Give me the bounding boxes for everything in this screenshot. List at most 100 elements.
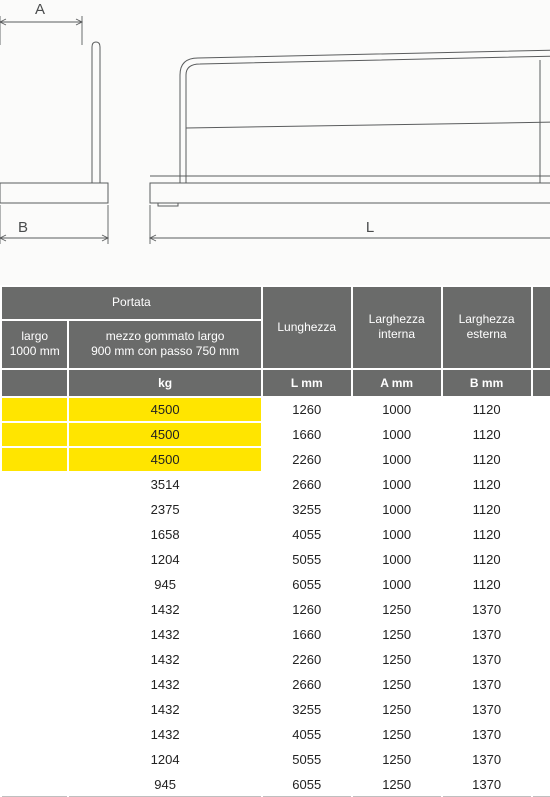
table-row: 4500166010001120100	[1, 422, 550, 447]
spec-table: Portata Lunghezza Larghezzainterna Largh…	[0, 285, 550, 797]
unit-kg: kg	[68, 369, 261, 397]
table-cell: 1432	[68, 697, 261, 722]
table-cell: 1660	[262, 422, 352, 447]
table-row: 1432405512501370340	[1, 722, 550, 747]
table-cell: 1432	[68, 622, 261, 647]
table-cell: 1370	[442, 672, 532, 697]
table-cell	[1, 722, 68, 747]
table-cell: 260	[532, 497, 550, 522]
table-cell	[1, 622, 68, 647]
table-cell: 160	[532, 447, 550, 472]
table-cell: 5055	[262, 747, 352, 772]
table-cell: 1250	[352, 697, 442, 722]
table-cell: 1260	[262, 397, 352, 422]
table-cell: 945	[68, 572, 261, 597]
table-cell: 1120	[442, 522, 532, 547]
table-cell: 1000	[352, 422, 442, 447]
table-cell: 1204	[68, 547, 261, 572]
table-cell	[1, 672, 68, 697]
col-header-larghezza-interna: Larghezzainterna	[352, 286, 442, 369]
table-cell	[1, 697, 68, 722]
table-cell: 3255	[262, 697, 352, 722]
table-cell: 1658	[68, 522, 261, 547]
table-cell: 1370	[442, 697, 532, 722]
table-cell: 4500	[68, 447, 261, 472]
table-cell: 1000	[352, 497, 442, 522]
table-cell: 1120	[442, 472, 532, 497]
table-cell: 1432	[68, 647, 261, 672]
unit-a: A mm	[352, 369, 442, 397]
table-cell: 1370	[442, 622, 532, 647]
table-cell: 340	[532, 722, 550, 747]
table-cell: 2660	[262, 672, 352, 697]
col-header-larghezza-esterna: Larghezzaesterna	[442, 286, 532, 369]
table-cell: 100	[532, 422, 550, 447]
table-cell: 440	[532, 747, 550, 772]
table-cell: 2660	[262, 472, 352, 497]
table-cell: 200	[532, 472, 550, 497]
table-cell: 260	[532, 697, 550, 722]
table-cell	[1, 572, 68, 597]
unit-l: L mm	[262, 369, 352, 397]
technical-diagram: A B	[0, 0, 550, 285]
table-cell	[1, 447, 68, 472]
table-cell: 160	[532, 647, 550, 672]
table-row: 450012601000112060	[1, 397, 550, 422]
table-cell: 1120	[442, 572, 532, 597]
col-subheader-kg: mezzo gommato largo900 mm con passo 750 …	[68, 320, 261, 369]
table-cell	[1, 397, 68, 422]
table-row: 1432266012501370200	[1, 672, 550, 697]
table-cell	[1, 422, 68, 447]
table-cell: 4055	[262, 722, 352, 747]
table-cell: 1000	[352, 522, 442, 547]
spec-table-body: 4500126010001120604500166010001120100450…	[1, 397, 550, 797]
table-cell: 1120	[442, 547, 532, 572]
table-cell: 340	[532, 522, 550, 547]
table-cell: 5055	[262, 547, 352, 572]
table-cell: 1120	[442, 422, 532, 447]
dim-label-a: A	[35, 1, 45, 18]
table-cell: 1204	[68, 747, 261, 772]
table-cell: 3514	[68, 472, 261, 497]
table-cell: 4500	[68, 422, 261, 447]
table-cell: 1250	[352, 622, 442, 647]
table-cell: 1432	[68, 597, 261, 622]
table-cell: 100	[532, 622, 550, 647]
table-cell: 6055	[262, 572, 352, 597]
table-cell: 6055	[262, 772, 352, 797]
spec-table-container: Portata Lunghezza Larghezzainterna Largh…	[0, 285, 550, 797]
table-cell: 540	[532, 772, 550, 797]
table-cell: 2375	[68, 497, 261, 522]
col-subheader-largo: largo1000 mm	[1, 320, 68, 369]
table-cell: 1370	[442, 747, 532, 772]
table-cell: 4055	[262, 522, 352, 547]
table-cell	[1, 497, 68, 522]
table-cell: 1000	[352, 472, 442, 497]
col-header-lunghezza: Lunghezza	[262, 286, 352, 369]
table-row: 945605512501370540	[1, 772, 550, 797]
table-cell	[1, 472, 68, 497]
table-cell: 945	[68, 772, 261, 797]
table-cell: 1000	[352, 397, 442, 422]
table-row: 2375325510001120260	[1, 497, 550, 522]
table-cell: 200	[532, 672, 550, 697]
table-cell: 1660	[262, 622, 352, 647]
table-cell: 1370	[442, 722, 532, 747]
table-cell: 1250	[352, 597, 442, 622]
table-row: 4500226010001120160	[1, 447, 550, 472]
table-cell: 1120	[442, 447, 532, 472]
table-cell: 1250	[352, 647, 442, 672]
table-row: 1658405510001120340	[1, 522, 550, 547]
table-cell	[1, 597, 68, 622]
table-row: 1432325512501370260	[1, 697, 550, 722]
table-row: 1204505512501370440	[1, 747, 550, 772]
dim-label-b: B	[18, 219, 28, 236]
table-row: 1204505510001120440	[1, 547, 550, 572]
table-cell: 1432	[68, 722, 261, 747]
table-cell: 1370	[442, 597, 532, 622]
table-cell: 440	[532, 547, 550, 572]
col-header-larghezza-max: Larghmascav	[532, 286, 550, 369]
table-cell: 1000	[352, 572, 442, 597]
table-cell: 1000	[352, 447, 442, 472]
table-cell	[1, 547, 68, 572]
